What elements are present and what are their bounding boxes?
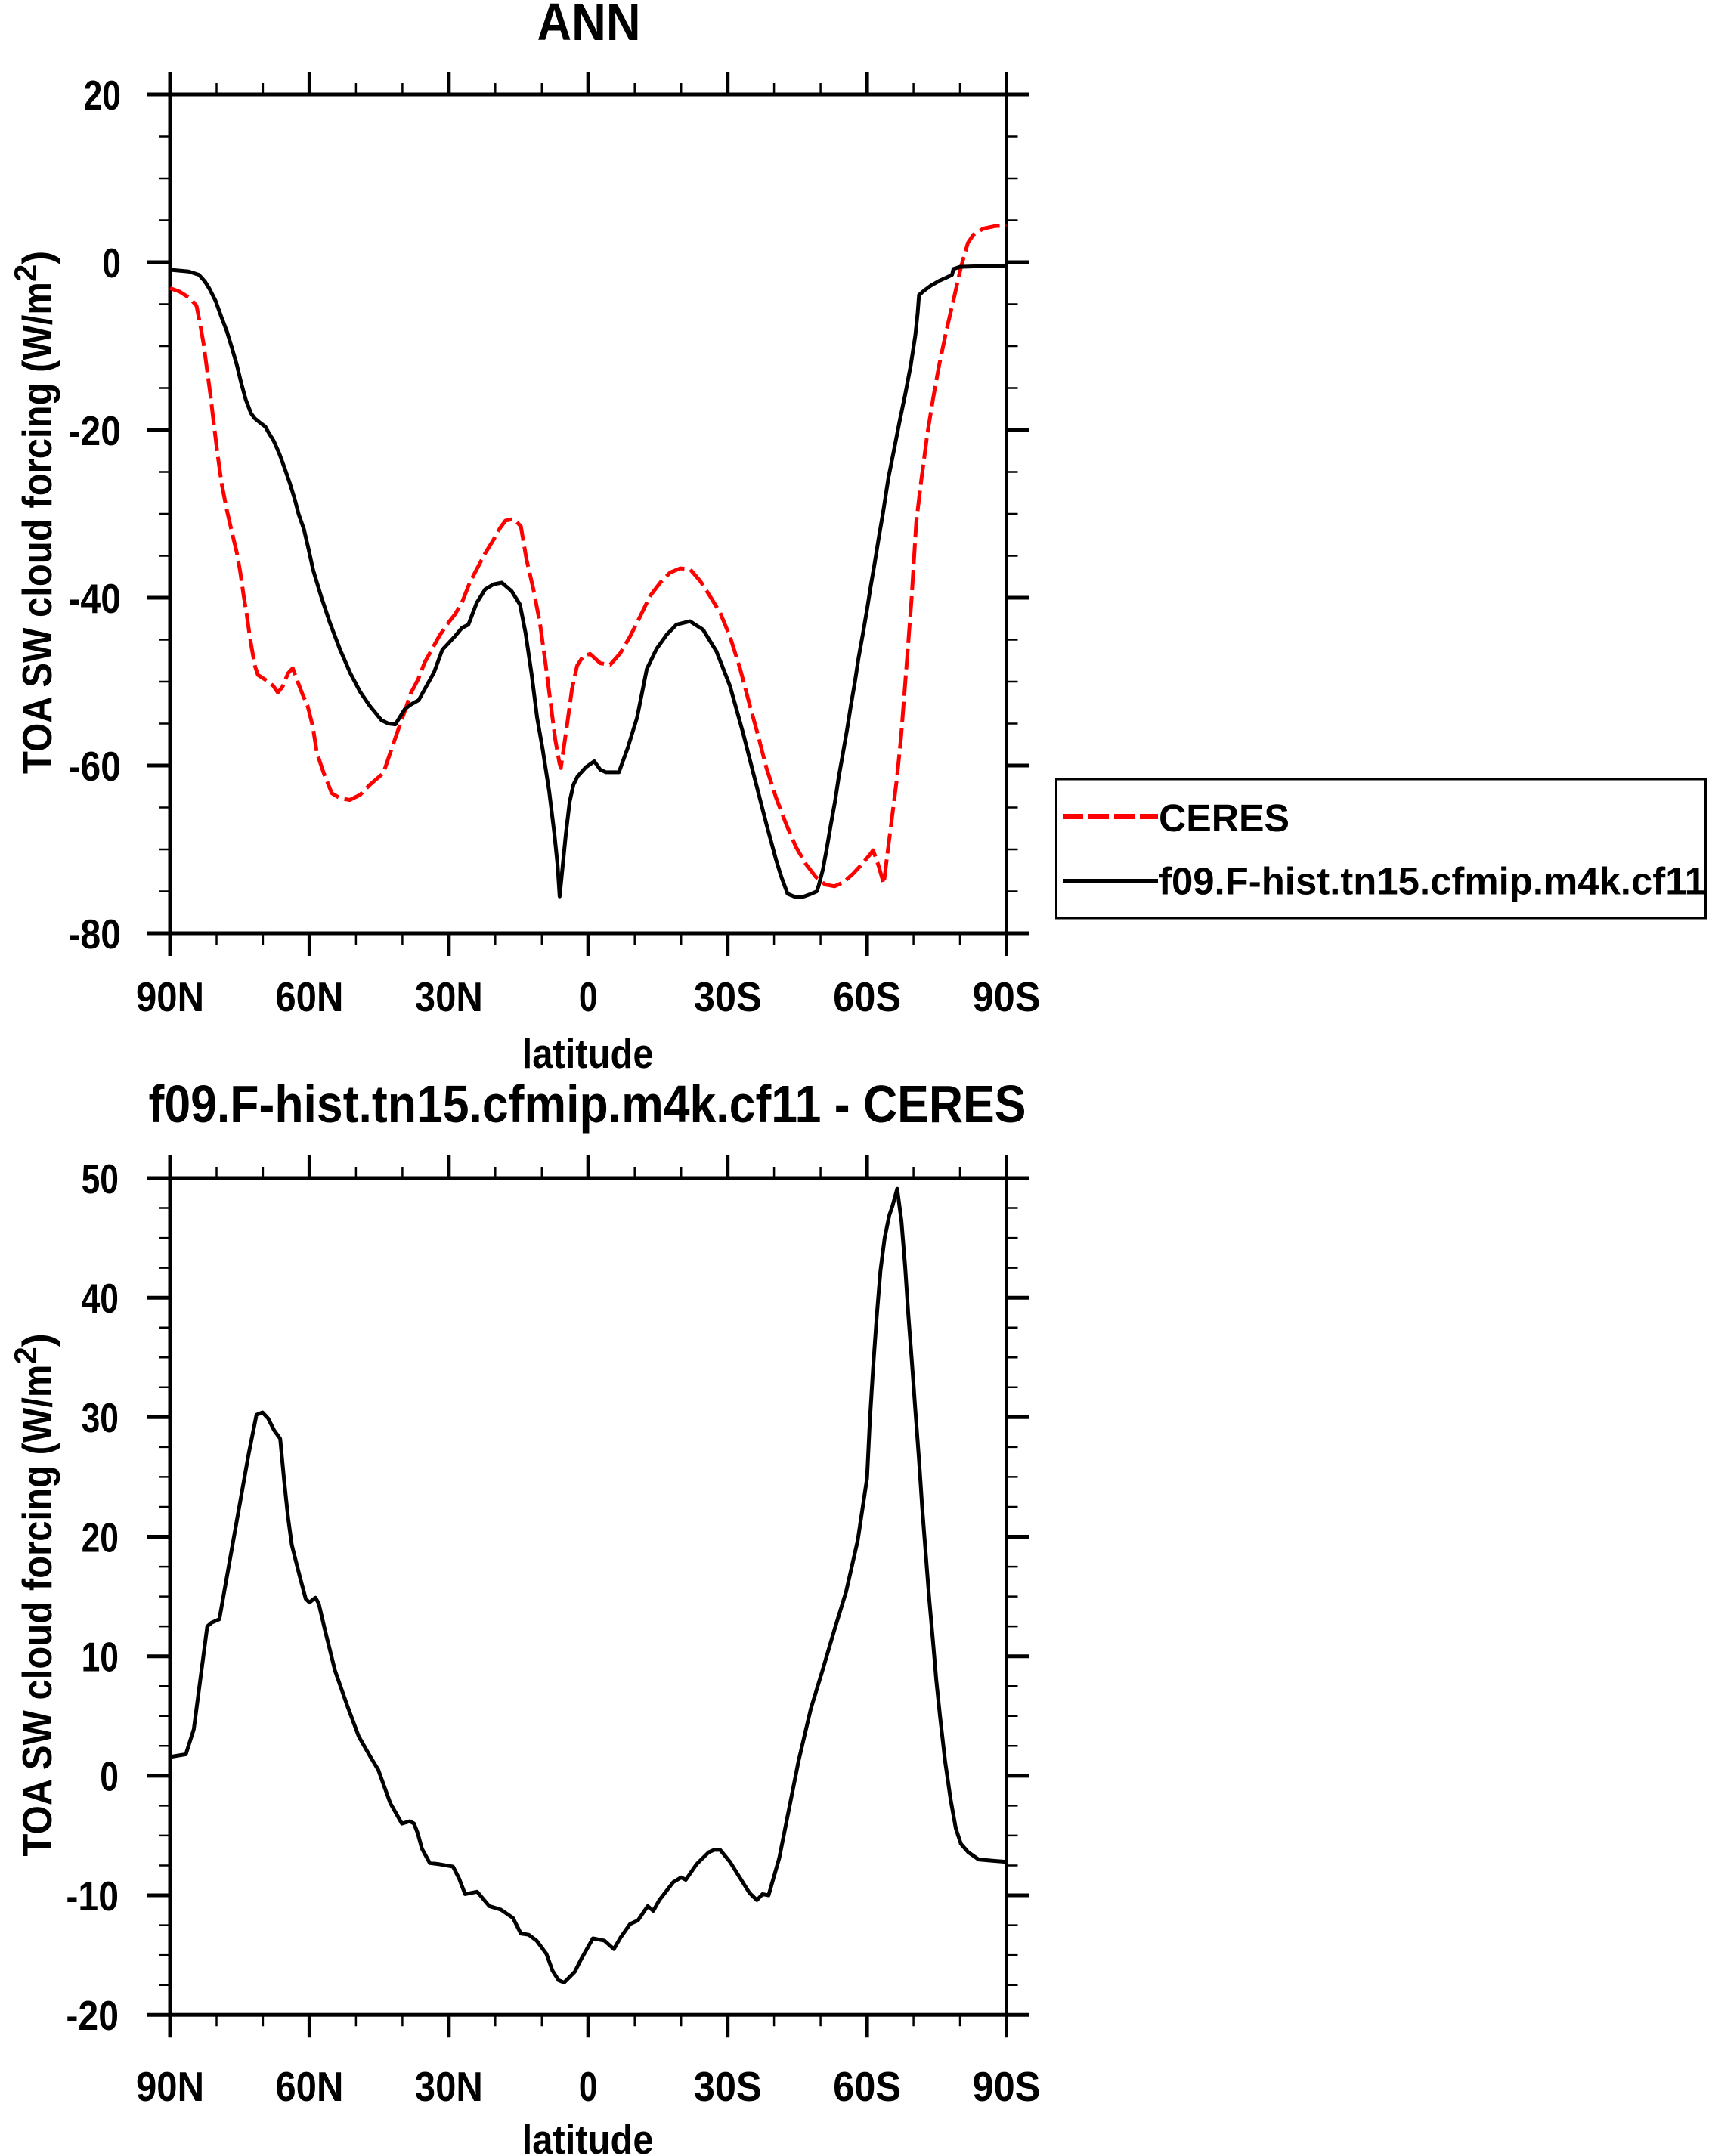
svg-text:60S: 60S	[833, 973, 901, 1020]
svg-text:60S: 60S	[833, 2063, 901, 2110]
svg-text:-40: -40	[68, 575, 121, 622]
svg-text:ANN: ANN	[537, 0, 641, 51]
svg-text:CERES: CERES	[1159, 797, 1289, 840]
svg-text:-20: -20	[66, 1992, 119, 2039]
svg-text:60N: 60N	[275, 2063, 343, 2110]
svg-text:): )	[14, 251, 60, 264]
svg-text:30N: 30N	[415, 2063, 483, 2110]
svg-text:0: 0	[102, 240, 121, 286]
svg-text:30N: 30N	[415, 973, 483, 1020]
svg-text:TOA SW cloud forcing (W/m: TOA SW cloud forcing (W/m	[14, 282, 60, 774]
svg-text:latitude: latitude	[522, 2116, 654, 2156]
svg-text:f09.F-hist.tn15.cfmip.m4k.cf11: f09.F-hist.tn15.cfmip.m4k.cf11	[1159, 860, 1706, 903]
svg-text:0: 0	[100, 1753, 119, 1800]
svg-text:-10: -10	[66, 1873, 119, 1919]
svg-text:60N: 60N	[275, 973, 343, 1020]
svg-text:TOA SW cloud forcing (W/m: TOA SW cloud forcing (W/m	[14, 1365, 60, 1857]
svg-text:30S: 30S	[694, 2063, 762, 2110]
svg-text:f09.F-hist.tn15.cfmip.m4k.cf11: f09.F-hist.tn15.cfmip.m4k.cf11 - CERES	[149, 1075, 1026, 1134]
svg-text:2: 2	[8, 264, 43, 282]
svg-text:latitude: latitude	[522, 1030, 654, 1077]
svg-text:90N: 90N	[136, 973, 204, 1020]
svg-text:90S: 90S	[973, 973, 1041, 1020]
svg-text:30S: 30S	[694, 973, 762, 1020]
svg-text:2: 2	[8, 1347, 43, 1364]
svg-text:0: 0	[579, 2063, 598, 2110]
svg-text:30: 30	[82, 1394, 119, 1441]
svg-text:-60: -60	[68, 743, 121, 790]
svg-text:-80: -80	[68, 911, 121, 957]
svg-text:20: 20	[82, 1514, 119, 1561]
svg-text:-20: -20	[68, 407, 121, 454]
svg-text:50: 50	[82, 1155, 119, 1202]
svg-text:20: 20	[84, 72, 121, 119]
svg-text:90N: 90N	[136, 2063, 204, 2110]
svg-text:90S: 90S	[973, 2063, 1041, 2110]
svg-text:0: 0	[579, 973, 598, 1020]
svg-text:40: 40	[82, 1275, 119, 1322]
svg-text:10: 10	[82, 1634, 119, 1681]
svg-text:): )	[14, 1333, 60, 1347]
